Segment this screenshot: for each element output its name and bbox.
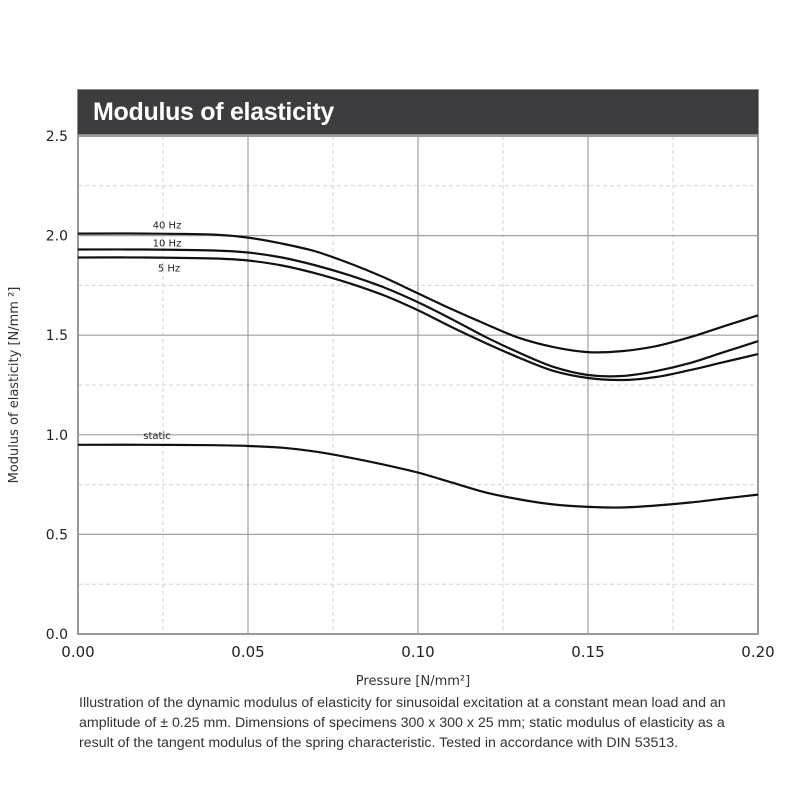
y-tick-label: 1.5 (46, 328, 68, 344)
series-lines (77, 232, 759, 509)
plot-frame (77, 135, 759, 635)
x-tick-label: 0.20 (741, 643, 774, 661)
chart-title: Modulus of elasticity (93, 98, 334, 126)
chart-title-bar: Modulus of elasticity (77, 89, 759, 135)
y-tick-label: 1.0 (46, 428, 68, 444)
series-label-5-hz: 5 Hz (158, 264, 180, 275)
grid (77, 135, 759, 635)
series-label-40-hz: 40 Hz (153, 221, 182, 232)
y-tick-label: 0.0 (46, 627, 68, 643)
series-labels: 40 Hz 10 Hz 5 Hz static (143, 221, 181, 442)
series-line-5-hz (77, 256, 759, 382)
series-line-10-hz (77, 248, 759, 378)
series-line-static (77, 443, 759, 509)
y-axis-title: Modulus of elasticity [N/mm ²] (7, 287, 22, 484)
y-tick-label: 2.0 (46, 229, 68, 245)
y-tick-labels: 0.0 0.5 1.0 1.5 2.0 2.5 (46, 129, 68, 643)
series-label-10-hz: 10 Hz (153, 239, 182, 250)
x-axis-title: Pressure [N/mm²] (356, 674, 470, 689)
series-label-static: static (143, 431, 170, 442)
y-tick-label: 2.5 (46, 129, 68, 145)
x-tick-label: 0.10 (401, 643, 434, 661)
series-line-40-hz (77, 232, 759, 354)
y-tick-label: 0.5 (46, 527, 68, 543)
x-tick-labels: 0.00 0.05 0.10 0.15 0.20 (61, 643, 774, 661)
x-tick-label: 0.05 (231, 643, 264, 661)
x-tick-label: 0.00 (61, 643, 94, 661)
x-tick-label: 0.15 (571, 643, 604, 661)
axes (77, 135, 759, 635)
chart-caption: Illustration of the dynamic modulus of e… (79, 695, 726, 751)
